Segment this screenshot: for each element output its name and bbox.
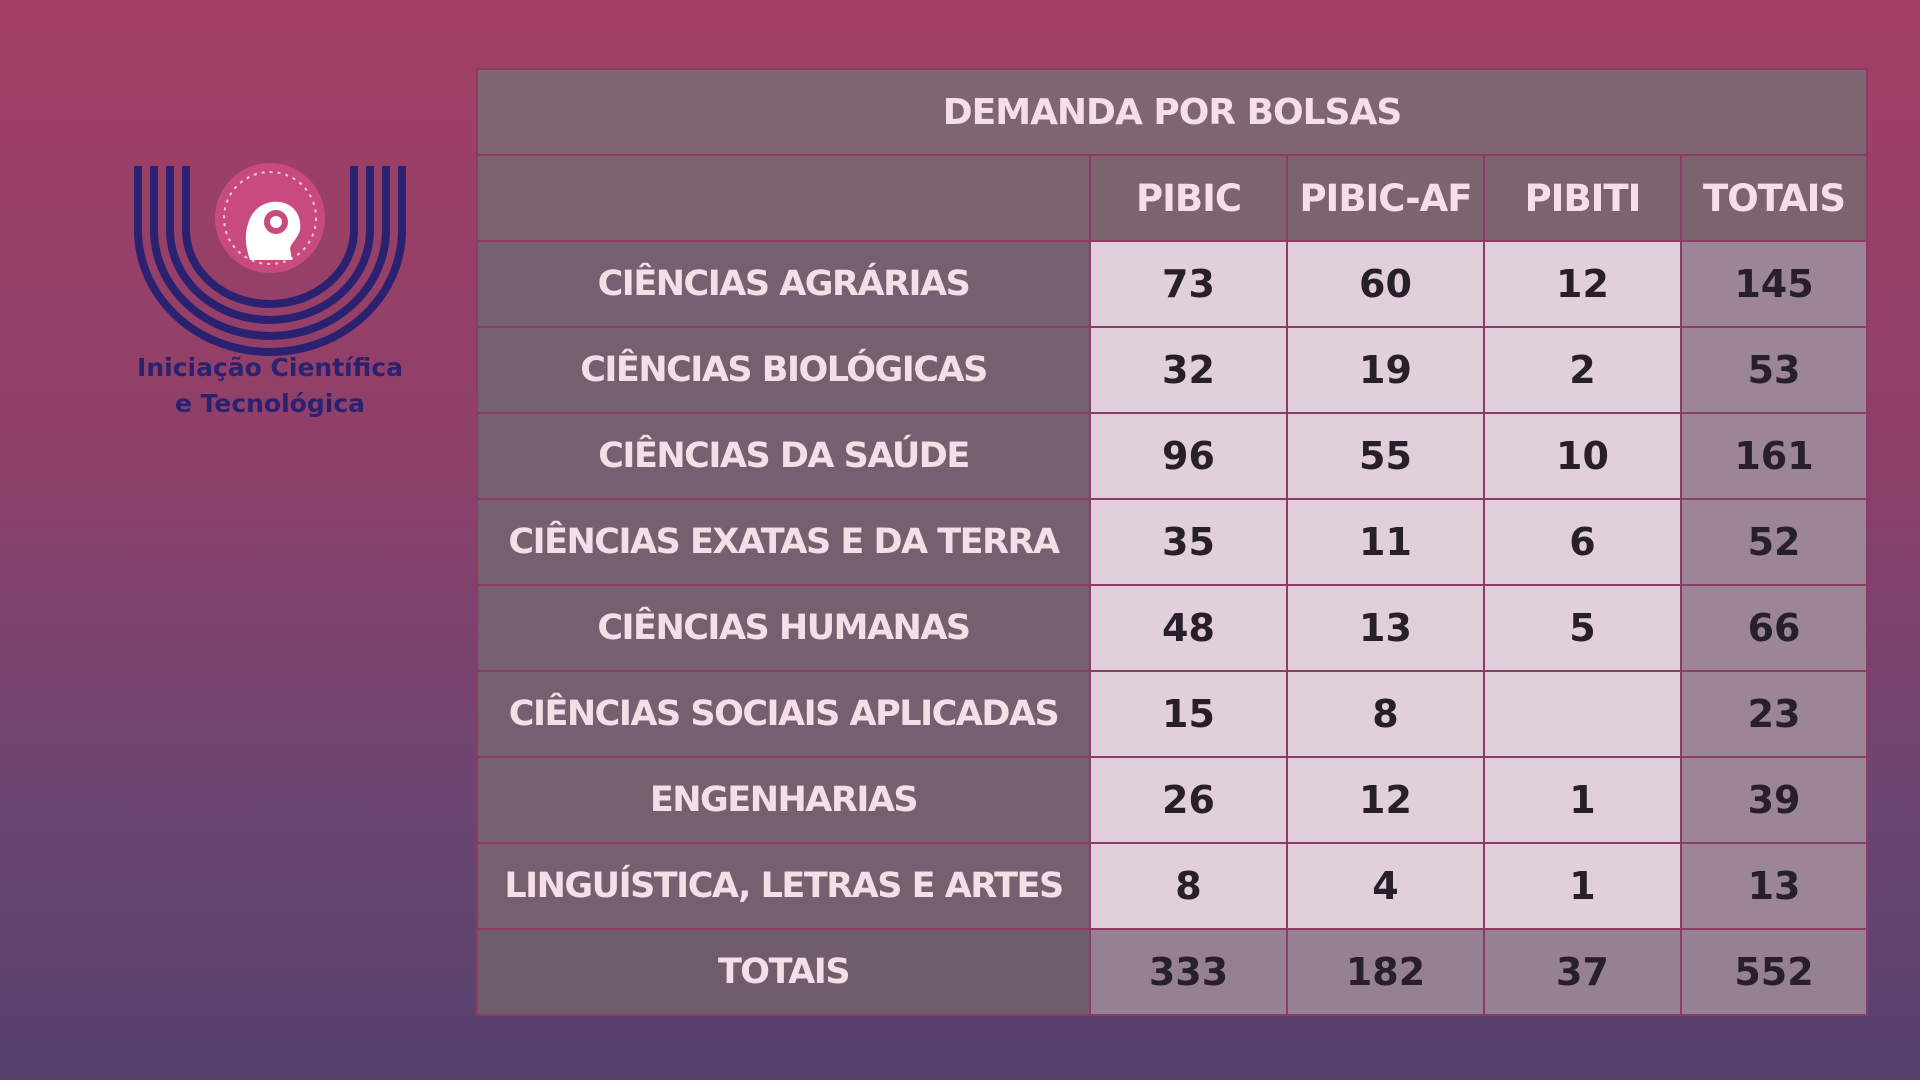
- cell-pibiti: 10: [1483, 412, 1682, 500]
- cell-pibic: 73: [1089, 240, 1288, 328]
- column-header-totais: TOTAIS: [1679, 154, 1869, 242]
- row-header-area: CIÊNCIAS BIOLÓGICAS: [476, 326, 1091, 414]
- grand-total: 552: [1679, 928, 1869, 1016]
- cell-pibiti: [1483, 670, 1682, 758]
- table-row: CIÊNCIAS AGRÁRIAS 73 60 12 145: [476, 240, 1869, 328]
- cell-pibic-af: 12: [1286, 756, 1485, 844]
- cell-row-total: 52: [1679, 498, 1869, 586]
- cell-pibic: 96: [1089, 412, 1288, 500]
- row-header-area: CIÊNCIAS AGRÁRIAS: [476, 240, 1091, 328]
- cell-pibic: 48: [1089, 584, 1288, 672]
- cell-pibiti: 2: [1483, 326, 1682, 414]
- logo-text: Iniciação Científica e Tecnológica: [120, 350, 420, 422]
- cell-pibic: 32: [1089, 326, 1288, 414]
- demand-table: DEMANDA POR BOLSAS PIBIC PIBIC-AF PIBITI…: [475, 68, 1869, 1016]
- cell-pibiti: 12: [1483, 240, 1682, 328]
- cell-pibiti: 1: [1483, 842, 1682, 930]
- cell-pibic-af: 55: [1286, 412, 1485, 500]
- cell-pibiti: 1: [1483, 756, 1682, 844]
- logo: Iniciação Científica e Tecnológica: [120, 160, 420, 430]
- total-pibiti: 37: [1483, 928, 1682, 1016]
- cell-pibic-af: 60: [1286, 240, 1485, 328]
- table-header-row: PIBIC PIBIC-AF PIBITI TOTAIS: [476, 154, 1869, 242]
- table-title-row: DEMANDA POR BOLSAS: [475, 68, 1869, 156]
- cell-pibic: 15: [1089, 670, 1288, 758]
- row-header-area: CIÊNCIAS EXATAS E DA TERRA: [476, 498, 1091, 586]
- table-title: DEMANDA POR BOLSAS: [475, 68, 1869, 156]
- cell-row-total: 145: [1679, 240, 1869, 328]
- totals-row: TOTAIS 333 182 37 552: [476, 928, 1869, 1016]
- table-row: CIÊNCIAS DA SAÚDE 96 55 10 161: [476, 412, 1869, 500]
- row-header-area: CIÊNCIAS DA SAÚDE: [476, 412, 1091, 500]
- cell-pibic-af: 19: [1286, 326, 1485, 414]
- column-header-pibiti: PIBITI: [1483, 154, 1682, 242]
- total-pibic-af: 182: [1286, 928, 1485, 1016]
- ict-logo-icon: [134, 163, 406, 356]
- table-row: LINGUÍSTICA, LETRAS E ARTES 8 4 1 13: [476, 842, 1869, 930]
- cell-row-total: 161: [1679, 412, 1869, 500]
- cell-pibic: 8: [1089, 842, 1288, 930]
- table-row: CIÊNCIAS EXATAS E DA TERRA 35 11 6 52: [476, 498, 1869, 586]
- cell-pibic-af: 11: [1286, 498, 1485, 586]
- total-pibic: 333: [1089, 928, 1288, 1016]
- cell-row-total: 53: [1679, 326, 1869, 414]
- cell-row-total: 39: [1679, 756, 1869, 844]
- table-row: CIÊNCIAS BIOLÓGICAS 32 19 2 53: [476, 326, 1869, 414]
- cell-row-total: 23: [1679, 670, 1869, 758]
- logo-line-1: Iniciação Científica: [137, 353, 403, 382]
- row-header-area: ENGENHARIAS: [476, 756, 1091, 844]
- header-corner-cell: [476, 154, 1091, 242]
- table-row: CIÊNCIAS SOCIAIS APLICADAS 15 8 23: [476, 670, 1869, 758]
- cell-pibic-af: 8: [1286, 670, 1485, 758]
- logo-line-2: e Tecnológica: [174, 389, 366, 418]
- row-header-area: CIÊNCIAS SOCIAIS APLICADAS: [476, 670, 1091, 758]
- table-row: CIÊNCIAS HUMANAS 48 13 5 66: [476, 584, 1869, 672]
- column-header-pibic-af: PIBIC-AF: [1286, 154, 1485, 242]
- row-header-area: LINGUÍSTICA, LETRAS E ARTES: [476, 842, 1091, 930]
- cell-row-total: 13: [1679, 842, 1869, 930]
- column-header-pibic: PIBIC: [1089, 154, 1288, 242]
- cell-pibic-af: 4: [1286, 842, 1485, 930]
- row-header-area: CIÊNCIAS HUMANAS: [476, 584, 1091, 672]
- cell-pibiti: 6: [1483, 498, 1682, 586]
- cell-pibiti: 5: [1483, 584, 1682, 672]
- cell-pibic: 26: [1089, 756, 1288, 844]
- cell-pibic-af: 13: [1286, 584, 1485, 672]
- totals-label: TOTAIS: [476, 928, 1091, 1016]
- cell-pibic: 35: [1089, 498, 1288, 586]
- table-row: ENGENHARIAS 26 12 1 39: [476, 756, 1869, 844]
- cell-row-total: 66: [1679, 584, 1869, 672]
